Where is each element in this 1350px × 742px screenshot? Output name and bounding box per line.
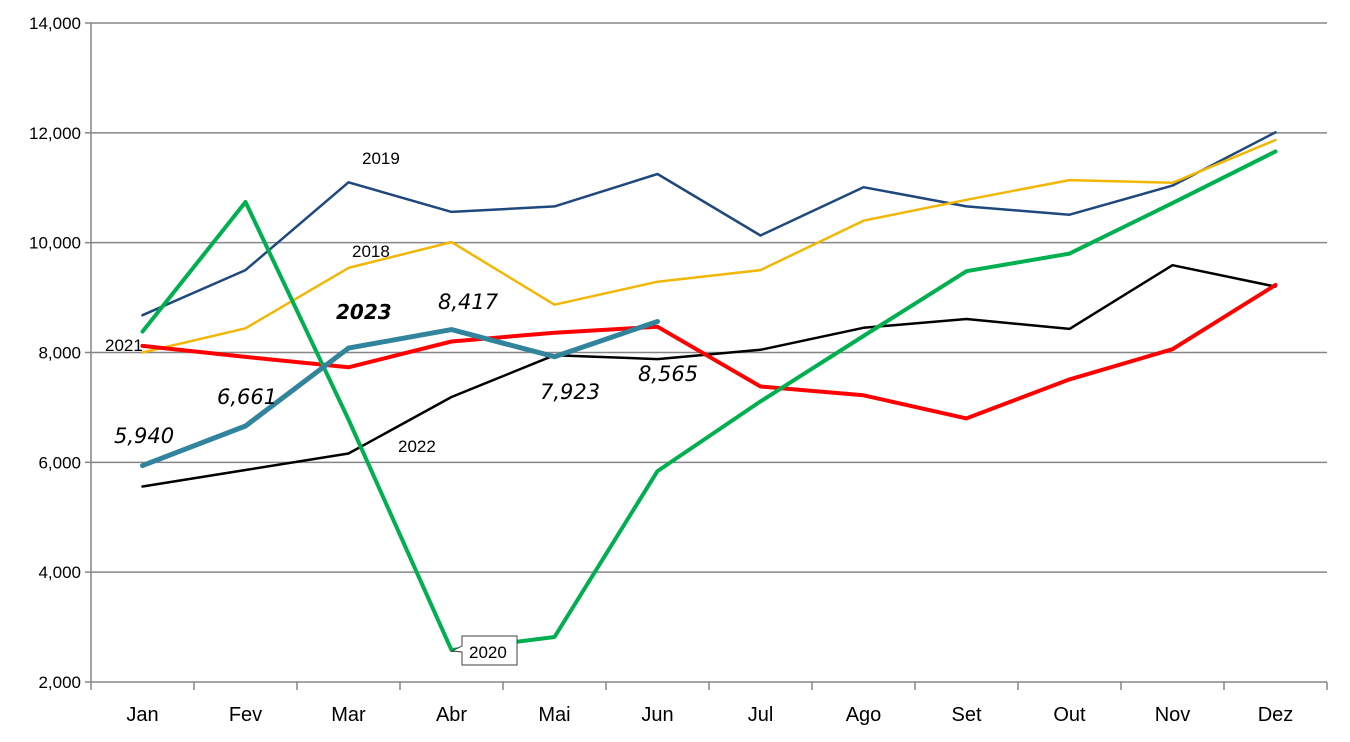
series-label-2018: 2018: [352, 242, 390, 261]
x-tick-label: Ago: [846, 704, 882, 726]
series-line-2019: [141, 131, 1277, 317]
data-label-mai: 7,923: [540, 380, 600, 404]
y-tick-label: 10,000: [29, 234, 81, 253]
y-tick-label: 2,000: [38, 673, 81, 692]
x-tick-label: Fev: [229, 704, 262, 726]
x-tick-label: Mar: [331, 704, 366, 726]
data-label-jan: 5,940: [114, 424, 174, 448]
series-label-2021: 2021: [105, 336, 143, 355]
series-label-2020: 2020: [469, 643, 507, 662]
x-tick-label: Jan: [126, 704, 158, 726]
data-label-fev: 6,661: [217, 385, 277, 409]
series-line-2023: [140, 319, 660, 469]
x-tick-label: Jun: [641, 704, 673, 726]
y-axis-ticks: 2,000 4,000 6,000 8,000 10,000 12,000 14,000: [29, 14, 92, 692]
series-label-2022: 2022: [398, 437, 436, 456]
y-tick-label: 4,000: [38, 563, 81, 582]
series-line-2018: [141, 138, 1277, 354]
x-tick-label: Nov: [1155, 704, 1191, 726]
series-label-2023: 2023: [336, 300, 392, 324]
x-axis: [90, 681, 1328, 690]
data-label-abr: 8,417: [438, 290, 499, 314]
y-tick-label: 12,000: [29, 124, 81, 143]
gridlines: [91, 22, 1327, 573]
x-tick-label: Jul: [748, 704, 774, 726]
y-tick-label: 6,000: [38, 453, 81, 472]
x-tick-label: Abr: [436, 704, 467, 726]
y-tick-label: 8,000: [38, 344, 81, 363]
series-line-2021: [140, 283, 1278, 421]
x-axis-ticks: Jan Fev Mar Abr Mai Jun Jul Ago Set Out Nov Dez: [126, 704, 1293, 726]
series-label-2019: 2019: [362, 149, 400, 168]
series-label-2020-callout: 2020: [450, 635, 518, 666]
x-tick-label: Set: [951, 704, 981, 726]
y-tick-label: 14,000: [29, 14, 81, 33]
series-line-2020: [140, 149, 1278, 653]
x-tick-label: Dez: [1258, 704, 1294, 726]
data-label-jun: 8,565: [638, 362, 698, 386]
series-lines: [140, 131, 1278, 653]
x-tick-label: Out: [1053, 704, 1086, 726]
x-tick-label: Mai: [538, 704, 570, 726]
